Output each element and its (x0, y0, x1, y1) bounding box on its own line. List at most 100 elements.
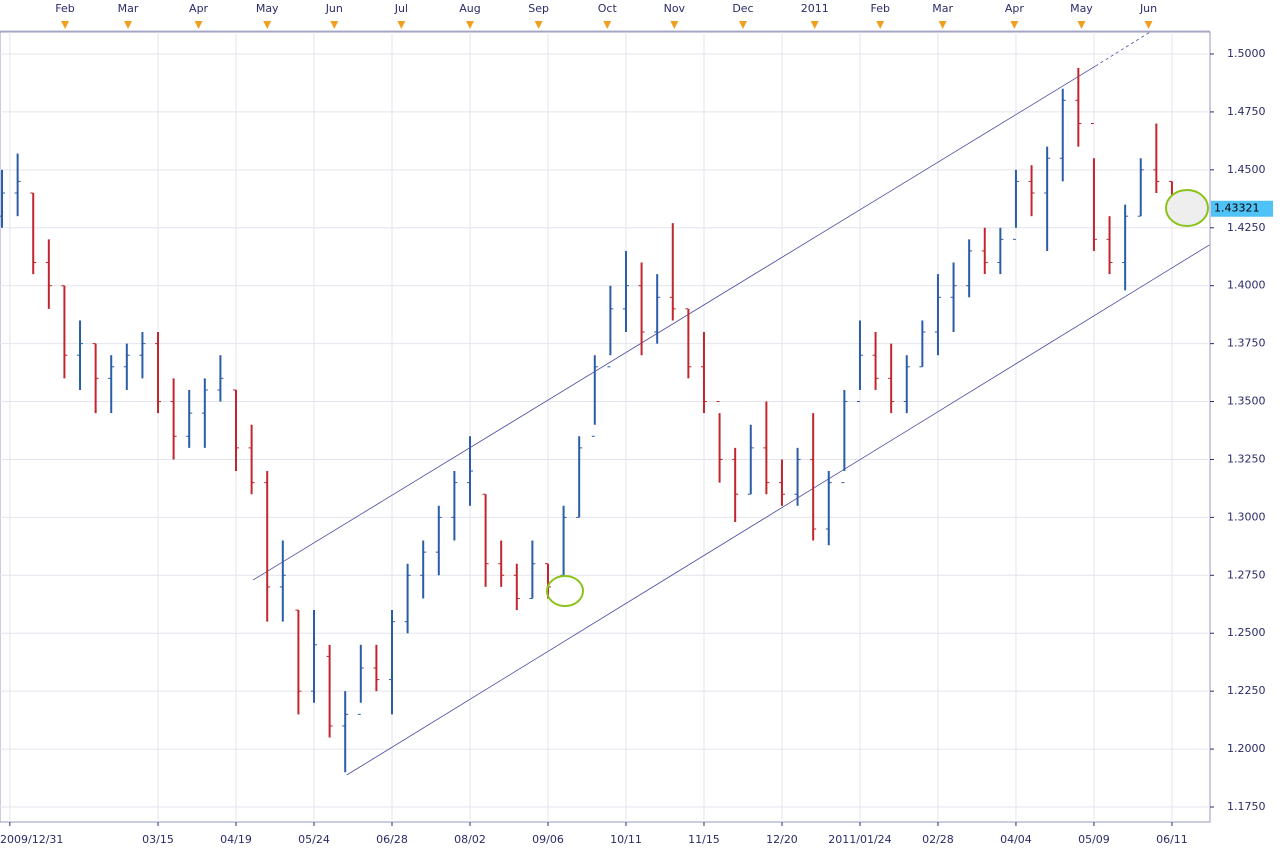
x-tick-label: 09/06 (532, 833, 564, 846)
price-bar (888, 343, 895, 414)
price-bar (763, 401, 770, 495)
price-bar (0, 169, 6, 228)
top-tick-label: Aug (459, 2, 480, 15)
price-bar (1106, 216, 1113, 275)
price-bar (1075, 67, 1082, 147)
y-tick-label: 1.3750 (1227, 337, 1266, 350)
price-bar (700, 332, 707, 414)
price-bar (1090, 123, 1097, 251)
price-bar (482, 493, 489, 587)
price-bar (638, 262, 645, 356)
top-tick-marker (61, 21, 70, 29)
x-tick-label: 12/20 (766, 833, 798, 846)
x-tick-label: 02/28 (922, 833, 954, 846)
price-bar (186, 389, 193, 448)
y-tick-label: 1.3500 (1227, 395, 1266, 408)
price-bar (950, 262, 957, 333)
y-tick-label: 1.2000 (1227, 742, 1266, 755)
top-tick-marker (938, 21, 947, 29)
price-bar (934, 274, 941, 356)
top-tick-marker (397, 21, 406, 29)
top-tick-label: Jun (1139, 2, 1157, 15)
price-bar (872, 332, 879, 390)
top-tick-marker (1144, 21, 1153, 29)
price-bar (576, 436, 583, 518)
price-bar (669, 223, 676, 321)
top-tick-label: Apr (1005, 2, 1025, 15)
price-bar (264, 471, 271, 622)
y-tick-label: 1.3000 (1227, 510, 1266, 523)
price-bar (966, 239, 973, 298)
x-tick-label: 06/28 (376, 833, 408, 846)
top-tick-label: Mar (932, 2, 953, 15)
trend-line (1095, 31, 1151, 67)
price-bar (685, 308, 692, 379)
price-bar (732, 447, 739, 523)
price-bar (248, 424, 255, 495)
top-tick-marker (465, 21, 474, 29)
price-bar (123, 343, 130, 390)
y-tick-label: 1.3250 (1227, 452, 1266, 465)
top-tick-marker (194, 21, 203, 29)
top-tick-label: Dec (732, 2, 753, 15)
top-tick-label: May (1070, 2, 1093, 15)
x-tick-label: 06/11 (1156, 833, 1188, 846)
price-bar (1137, 158, 1144, 217)
top-tick-marker (670, 21, 679, 29)
trend-line (346, 244, 1210, 776)
price-bar (778, 459, 785, 506)
top-tick-label: May (256, 2, 279, 15)
price-bar (373, 644, 380, 692)
price-bar (919, 320, 926, 368)
last-price-label: 1.43321 (1214, 202, 1260, 215)
y-tick-label: 1.4250 (1227, 221, 1266, 234)
last-price-box (1211, 200, 1273, 217)
y-tick-label: 1.2750 (1227, 568, 1266, 581)
top-tick-marker (1077, 21, 1086, 29)
price-bar (529, 540, 536, 599)
top-tick-label: Oct (598, 2, 618, 15)
highlight-circle (546, 575, 584, 607)
price-bar (607, 285, 614, 368)
x-tick-label: 04/04 (1000, 833, 1032, 846)
price-bar (716, 401, 723, 483)
y-tick-label: 1.1750 (1227, 800, 1266, 813)
top-tick-label: Jul (394, 2, 408, 15)
x-tick-label: 2011/01/24 (828, 833, 891, 846)
price-bar (155, 332, 162, 414)
price-bar (311, 610, 318, 703)
price-bar (170, 378, 177, 460)
top-tick-label: Mar (118, 2, 139, 15)
price-bar (435, 505, 442, 576)
top-tick-marker (810, 21, 819, 29)
price-bar (841, 389, 848, 484)
price-bar (498, 540, 505, 587)
price-bar (825, 471, 832, 546)
top-tick-label: Nov (664, 2, 686, 15)
top-tick-marker (1010, 21, 1019, 29)
price-bar (201, 378, 208, 448)
y-tick-label: 1.4500 (1227, 163, 1266, 176)
price-bar (388, 610, 395, 715)
price-bar (14, 153, 21, 217)
plot-area (0, 31, 1211, 823)
price-bar (1044, 146, 1051, 251)
top-tick-label: Feb (55, 2, 74, 15)
price-bar (654, 274, 661, 344)
price-bar (108, 355, 115, 414)
price-bar (466, 436, 473, 506)
y-tick-label: 1.4750 (1227, 105, 1266, 118)
price-bar (357, 644, 364, 715)
price-bar (420, 540, 427, 599)
top-tick-marker (263, 21, 272, 29)
price-bar (1153, 123, 1160, 194)
price-bar (404, 563, 411, 634)
top-tick-label: Feb (870, 2, 889, 15)
top-tick-marker (603, 21, 612, 29)
price-bar (810, 413, 817, 541)
price-bar (326, 644, 333, 738)
price-bar (451, 471, 458, 541)
price-bar (61, 285, 68, 379)
x-tick-label: 2009/12/31 (0, 833, 63, 846)
